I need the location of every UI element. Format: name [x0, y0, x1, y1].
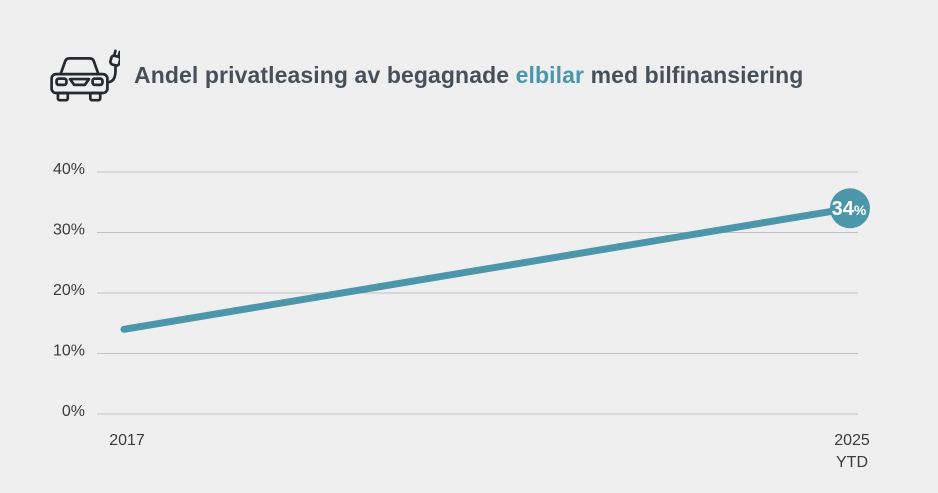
electric-car-icon	[48, 48, 120, 102]
line-chart: 0% 10% 20% 30% 40% 2017 2025 YTD 34%	[53, 161, 870, 471]
title-prefix: Andel privatleasing av begagnade	[134, 61, 516, 88]
header: Andel privatleasing av begagnade elbilar…	[48, 48, 803, 102]
x-axis-tick-label: YTD	[836, 454, 868, 471]
car-grille	[68, 77, 91, 87]
car-headlight-right	[91, 77, 104, 87]
y-axis-tick-label: 10%	[53, 343, 85, 360]
title-suffix: med bilfinansiering	[584, 61, 804, 88]
end-point-value: 34%	[832, 198, 867, 220]
car-wheel-right	[88, 91, 102, 102]
x-axis-tick-label: 2017	[109, 432, 145, 449]
title-highlight: elbilar	[515, 61, 585, 88]
y-axis-tick-label: 20%	[53, 282, 85, 299]
car-body	[50, 72, 109, 95]
charging-plug	[109, 49, 120, 67]
data-line	[120, 204, 854, 333]
car-roof	[59, 57, 100, 76]
end-point-marker	[830, 188, 870, 229]
charging-cable	[106, 64, 117, 84]
chart-title: Andel privatleasing av begagnade elbilar…	[134, 62, 803, 89]
y-axis-tick-label: 40%	[53, 161, 85, 178]
car-headlight-left	[55, 77, 68, 87]
y-axis-tick-label: 30%	[53, 222, 85, 239]
y-axis-tick-label: 0%	[62, 403, 85, 420]
x-axis-tick-label: 2025	[834, 432, 870, 449]
car-wheel-left	[56, 91, 70, 102]
